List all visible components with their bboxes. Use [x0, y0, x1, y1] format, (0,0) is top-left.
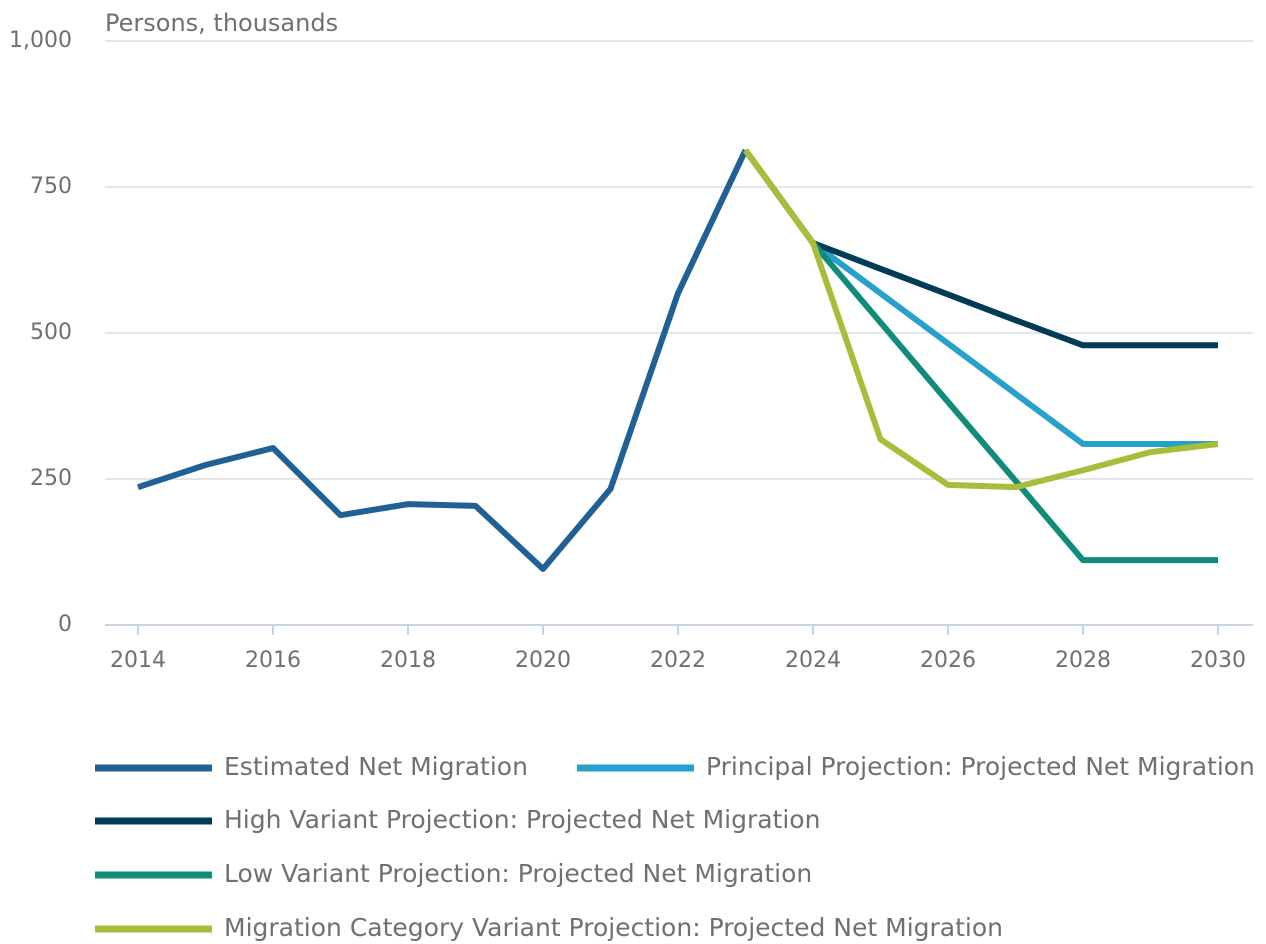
x-tick-label: 2014 [110, 648, 166, 673]
x-tick-label: 2018 [380, 648, 436, 673]
y-tick-label: 0 [58, 612, 72, 637]
series-line [743, 148, 1218, 447]
series-line [811, 240, 1218, 349]
legend-label: Migration Category Variant Projection: P… [224, 913, 1003, 942]
x-tick-label: 2016 [245, 648, 301, 673]
legend-label: Principal Projection: Projected Net Migr… [706, 752, 1255, 781]
y-tick-label: 500 [30, 320, 72, 345]
series-line [743, 148, 1219, 491]
series-line [743, 148, 1218, 564]
legend-label: Low Variant Projection: Projected Net Mi… [224, 859, 812, 888]
y-tick-label: 250 [30, 466, 72, 491]
y-axis-label: Persons, thousands [105, 9, 338, 37]
legend-label: Estimated Net Migration [224, 752, 528, 781]
x-tick-label: 2020 [515, 648, 571, 673]
y-tick-label: 1,000 [9, 28, 72, 53]
y-tick-label: 750 [30, 174, 72, 199]
series-line [137, 148, 749, 572]
x-tick-label: 2030 [1190, 648, 1246, 673]
x-tick-label: 2022 [650, 648, 706, 673]
legend-label: High Variant Projection: Projected Net M… [224, 805, 820, 834]
x-tick-label: 2026 [920, 648, 976, 673]
x-tick-label: 2028 [1055, 648, 1111, 673]
x-tick-label: 2024 [785, 648, 841, 673]
